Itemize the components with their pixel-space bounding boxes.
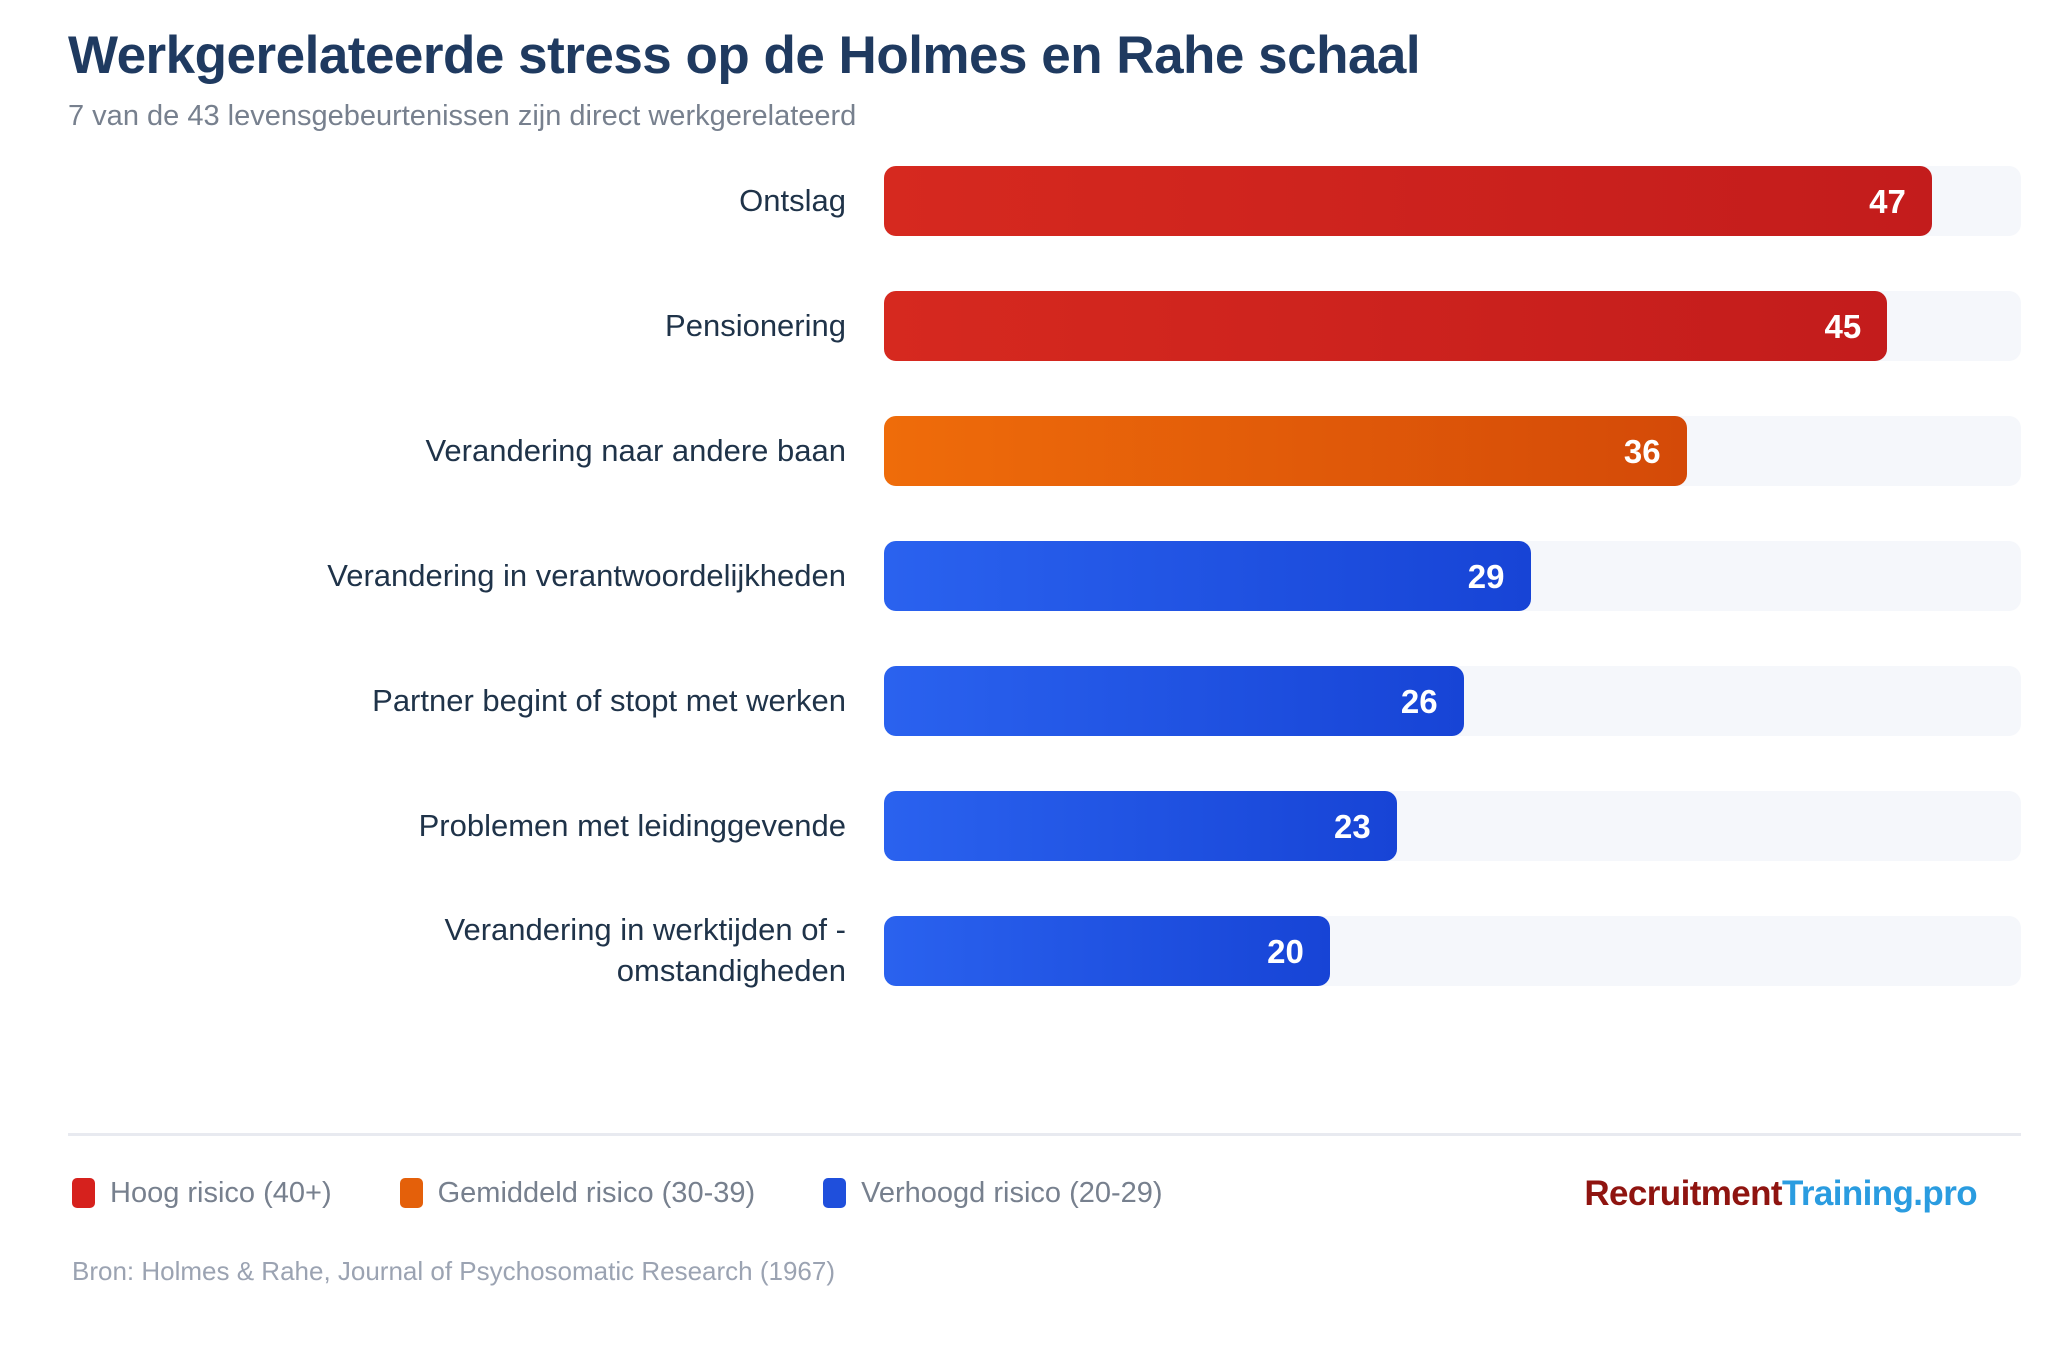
bar-track: 29 — [884, 541, 2021, 611]
source-note: Bron: Holmes & Rahe, Journal of Psychoso… — [72, 1256, 836, 1286]
bar-row: Verandering in verantwoordelijkheden 29 — [0, 541, 2049, 666]
bar-category-label-line: Verandering in verantwoordelijkheden — [327, 557, 846, 593]
legend-color-swatch-icon — [399, 1178, 423, 1208]
bar-row: Verandering in werktijden of - omstandigh… — [0, 912, 2049, 1041]
legend-item-label: Hoog risico (40+) — [110, 1176, 332, 1209]
bar-value-label: 36 — [1623, 432, 1661, 470]
bar-category-label-line: Verandering naar andere baan — [425, 432, 846, 468]
bar-high[interactable]: 47 — [884, 166, 1932, 236]
bar-row: Partner begint of stopt met werken 26 — [0, 666, 2049, 791]
bar-value-label: 26 — [1400, 682, 1438, 720]
bar-chart-plot-area: Ontslag 47 Pensionering 45 Verandering naar … — [0, 166, 2049, 1041]
bar-track: 45 — [884, 291, 2021, 361]
chart-header: Werkgerelateerde stress op de Holmes en … — [68, 26, 1968, 134]
bar-category-label: Verandering naar andere baan — [0, 416, 884, 486]
bar-raised[interactable]: 20 — [884, 916, 1330, 986]
bar-category-label: Pensionering — [0, 291, 884, 361]
bar-medium[interactable]: 36 — [884, 416, 1687, 486]
bar-category-label-line: omstandigheden — [616, 953, 846, 988]
legend-color-swatch-icon — [72, 1178, 95, 1208]
brand-logo-primary: Recruitment — [1584, 1174, 1782, 1213]
bar-category-label-line: Pensionering — [665, 307, 846, 343]
legend-item-label: Verhoogd risico (20-29) — [861, 1176, 1163, 1209]
bar-category-label-line: Partner begint of stopt met werken — [372, 682, 846, 718]
bar-row: Verandering naar andere baan 36 — [0, 416, 2049, 541]
bar-track: 47 — [884, 166, 2021, 236]
bar-value-label: 29 — [1467, 557, 1505, 595]
legend-item-label: Gemiddeld risico (30-39) — [437, 1176, 756, 1209]
bar-category-label: Partner begint of stopt met werken — [0, 666, 884, 736]
bar-raised[interactable]: 29 — [884, 541, 1531, 611]
bar-raised[interactable]: 23 — [884, 791, 1397, 861]
bar-track: 36 — [884, 416, 2021, 486]
legend-item[interactable]: Verhoogd risico (20-29) — [823, 1176, 1163, 1209]
bar-value-label: 20 — [1267, 932, 1304, 970]
bar-category-label-line: Verandering in werktijden of - — [444, 912, 846, 948]
bar-high[interactable]: 45 — [884, 291, 1888, 361]
brand-logo-secondary: Training.pro — [1781, 1174, 1978, 1213]
bar-category-label-line: Problemen met leidinggevende — [418, 807, 846, 843]
bar-value-label: 47 — [1869, 182, 1906, 220]
bar-category-label: Verandering in werktijden of - omstandigh… — [0, 912, 884, 988]
bar-row: Pensionering 45 — [0, 291, 2049, 416]
bar-category-label: Ontslag — [0, 166, 884, 236]
legend-item[interactable]: Gemiddeld risico (30-39) — [399, 1176, 756, 1209]
bar-row: Ontslag 47 — [0, 166, 2049, 291]
bar-track: 23 — [884, 791, 2021, 861]
bar-category-label-line: Ontslag — [739, 182, 846, 218]
bar-track: 20 — [884, 916, 2021, 986]
legend-color-swatch-icon — [823, 1178, 847, 1208]
bar-value-label: 45 — [1824, 307, 1862, 345]
brand-logo[interactable]: RecruitmentTraining.pro — [1584, 1176, 1977, 1211]
legend-item[interactable]: Hoog risico (40+) — [72, 1178, 332, 1208]
footer-divider — [68, 1133, 2021, 1136]
bar-value-label: 23 — [1334, 807, 1371, 845]
bar-category-label: Problemen met leidinggevende — [0, 791, 884, 861]
chart-legend: Hoog risico (40+) Gemiddeld risico (30-39… — [72, 1178, 1231, 1208]
page-title: Werkgerelateerde stress op de Holmes en … — [68, 26, 1421, 85]
bar-raised[interactable]: 26 — [884, 666, 1464, 736]
bar-row: Problemen met leidinggevende 23 — [0, 791, 2049, 916]
page-subtitle: 7 van de 43 levensgebeurtenissen zijn di… — [68, 100, 857, 133]
bar-track: 26 — [884, 666, 2021, 736]
bar-category-label: Verandering in verantwoordelijkheden — [0, 541, 884, 611]
